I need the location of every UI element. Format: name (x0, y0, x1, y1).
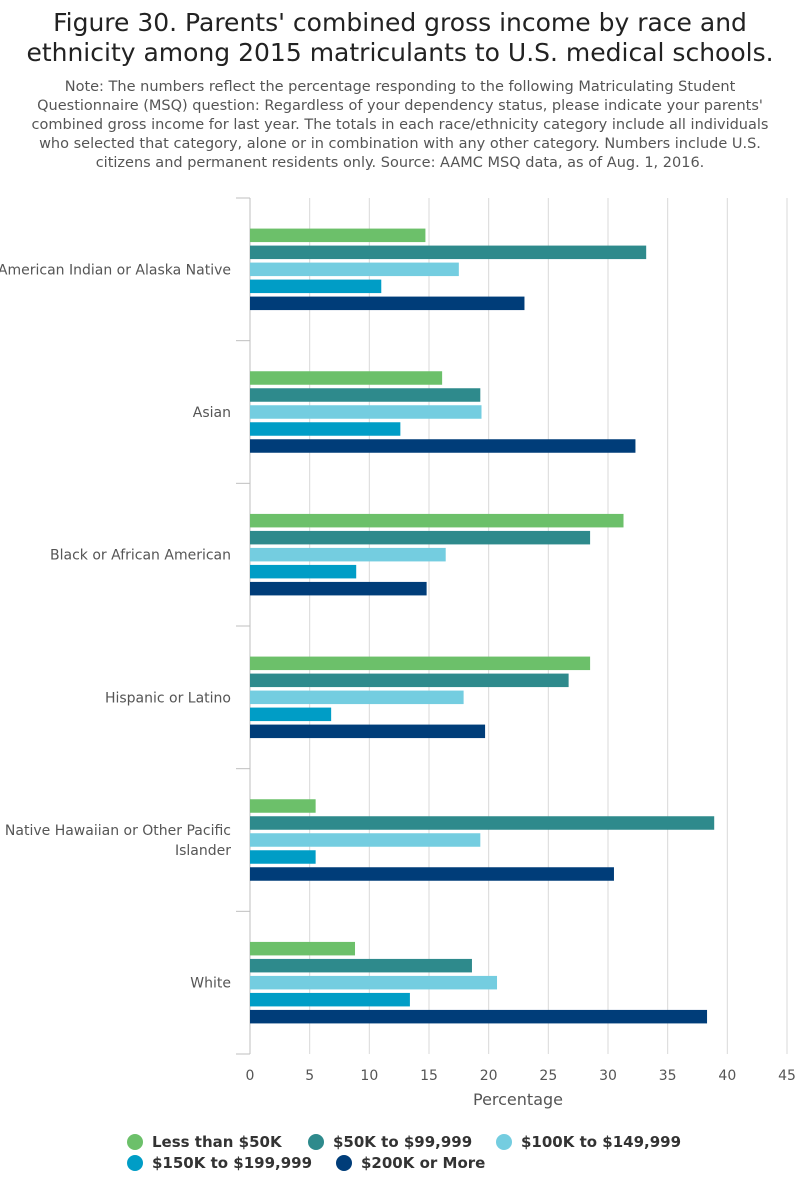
bar (250, 296, 525, 311)
bar (250, 262, 459, 277)
bar (250, 371, 443, 385)
bar (250, 673, 569, 688)
bar (250, 707, 332, 722)
category-label: American Indian or Alaska Native (0, 262, 231, 278)
x-tick-label: 45 (778, 1068, 796, 1084)
legend-swatch (336, 1155, 352, 1171)
bar (250, 833, 481, 847)
legend-item: $50K to $99,999 (308, 1133, 472, 1151)
x-tick-label: 10 (360, 1068, 378, 1084)
legend-swatch (496, 1134, 512, 1150)
bar (250, 245, 647, 260)
bar (250, 547, 446, 562)
legend-label: $50K to $99,999 (333, 1133, 473, 1151)
bar (250, 581, 427, 596)
chart-note: Note: The numbers reflect the percentage… (31, 79, 769, 171)
bar (250, 530, 591, 545)
bar (250, 564, 357, 579)
bar (250, 799, 316, 813)
legend-swatch (127, 1134, 143, 1150)
bar (250, 941, 356, 956)
bar (250, 992, 410, 1007)
legend-item: $200K or More (336, 1154, 485, 1172)
bar (250, 279, 382, 294)
bar (250, 975, 498, 990)
x-tick-label: 15 (420, 1068, 438, 1084)
legend-label: $200K or More (361, 1154, 486, 1172)
x-tick-label: 30 (599, 1068, 617, 1084)
x-tick-label: 5 (305, 1068, 314, 1084)
x-tick-label: 35 (659, 1068, 677, 1084)
category-label: Asian (193, 405, 231, 421)
x-axis-label: Percentage (473, 1090, 563, 1109)
bar (250, 228, 426, 243)
x-tick-label: 0 (246, 1068, 255, 1084)
bar (250, 422, 401, 436)
category-label: Black or African American (50, 548, 231, 564)
category-label: Hispanic or Latino (105, 690, 231, 706)
chart-title: Figure 30. Parents' combined gross incom… (26, 8, 774, 67)
legend-label: Less than $50K (152, 1133, 282, 1151)
legend-swatch (127, 1155, 143, 1171)
bar (250, 724, 486, 739)
legend-label: $150K to $199,999 (152, 1154, 313, 1172)
category-label: White (190, 976, 231, 992)
chart-legend: Less than $50K $50K to $99,999 $100K to $1… (0, 1128, 800, 1188)
bar (250, 1009, 708, 1024)
bar (250, 690, 464, 705)
bar (250, 867, 614, 881)
x-tick-label: 20 (480, 1068, 498, 1084)
legend-item: Less than $50K (127, 1133, 282, 1151)
legend-label: $100K to $149,999 (521, 1133, 682, 1151)
x-tick-label: 25 (539, 1068, 557, 1084)
bar (250, 439, 636, 453)
bar (250, 850, 316, 864)
x-tick-label: 40 (718, 1068, 736, 1084)
legend-item: $100K to $149,999 (496, 1133, 681, 1151)
bar (250, 816, 715, 830)
bar (250, 405, 482, 419)
bar (250, 513, 624, 528)
bar (250, 656, 591, 671)
bar (250, 388, 481, 402)
legend-swatch (308, 1134, 324, 1150)
bar (250, 958, 472, 973)
legend-item: $150K to $199,999 (127, 1154, 312, 1172)
category-label: Native Hawaiian or Other Pacific Islander (5, 823, 231, 859)
